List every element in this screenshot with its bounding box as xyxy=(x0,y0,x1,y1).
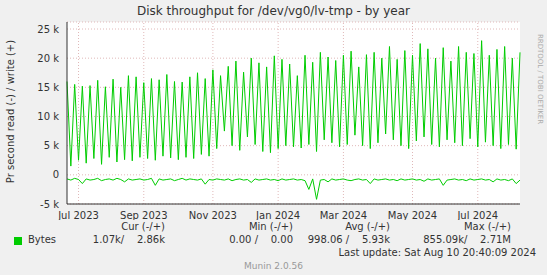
svg-text:Jan 2024: Jan 2024 xyxy=(255,210,300,220)
svg-text:20 k: 20 k xyxy=(37,53,59,64)
svg-text:5 k: 5 k xyxy=(44,140,60,151)
html-text:RRDTOOL / TOBI OETIKER: RRDTOOL / TOBI OETIKER xyxy=(536,33,544,125)
html-text:Last update: Sat Aug 10 20:40:: Last update: Sat Aug 10 20:40:09 2024 xyxy=(338,247,536,258)
html-text:Munin 2.0.56: Munin 2.0.56 xyxy=(244,261,303,271)
html-text:Max (-/+): Max (-/+) xyxy=(464,221,511,232)
svg-text:10 k: 10 k xyxy=(37,111,59,122)
svg-text:Jul 2023: Jul 2023 xyxy=(57,210,99,220)
svg-text:May 2024: May 2024 xyxy=(388,210,437,220)
html-text:Cur (-/+): Cur (-/+) xyxy=(121,221,165,232)
svg-text:15 k: 15 k xyxy=(37,82,59,93)
html-text:Avg (-/+): Avg (-/+) xyxy=(345,221,390,232)
svg-text:Mar 2024: Mar 2024 xyxy=(320,210,368,220)
svg-text:Nov 2023: Nov 2023 xyxy=(189,210,237,220)
html-text:998.06 / 5.93k: 998.06 / 5.93k xyxy=(307,234,390,245)
svg-text:Sep 2023: Sep 2023 xyxy=(120,210,167,220)
html-text:Disk throughput for /dev/vg0/l: Disk throughput for /dev/vg0/lv-tmp - by… xyxy=(136,4,410,18)
html-text:Min (-/+): Min (-/+) xyxy=(248,221,293,232)
html-text:Bytes: Bytes xyxy=(28,234,57,245)
svg-text:25 k: 25 k xyxy=(37,24,59,35)
html-text:1.07k/ 2.86k: 1.07k/ 2.86k xyxy=(92,234,165,245)
html-text:0.00 / 0.00: 0.00 / 0.00 xyxy=(229,234,293,245)
svg-text:-5 k: -5 k xyxy=(40,199,59,210)
svg-text:Jul 2024: Jul 2024 xyxy=(456,210,498,220)
html-text:855.09k/ 2.71M: 855.09k/ 2.71M xyxy=(423,234,511,245)
svg-text:0: 0 xyxy=(53,169,59,180)
html-text:Pr second read (-) / write (+): Pr second read (-) / write (+) xyxy=(4,39,16,184)
